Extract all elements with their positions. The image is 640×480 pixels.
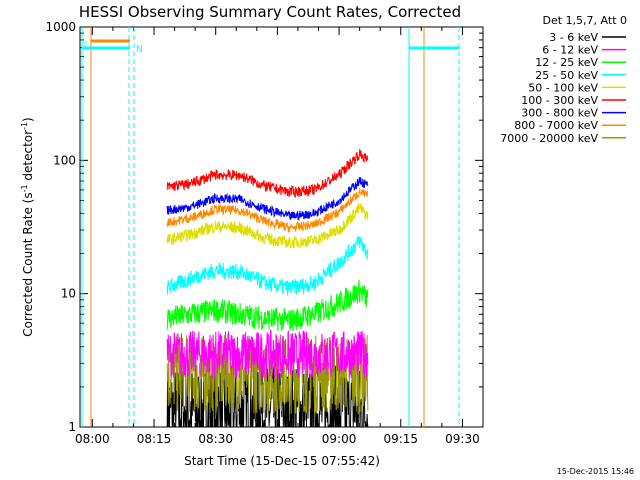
y-tick-label: 1	[68, 420, 76, 434]
series-line	[166, 329, 369, 379]
series-12-25keV	[166, 279, 369, 332]
series-300-800keV	[166, 176, 369, 222]
x-tick-label: 08:00	[75, 432, 110, 446]
x-tick-label: 08:45	[260, 432, 295, 446]
y-tick-label: 10	[61, 287, 76, 301]
legend-label: 25 - 50 keV	[535, 69, 598, 82]
series-line	[166, 176, 369, 222]
legend-label: 6 - 12 keV	[542, 44, 598, 57]
legend-label: 100 - 300 keV	[521, 94, 598, 107]
time-markers: N c	[81, 27, 460, 427]
y-tick-label: 1000	[45, 20, 76, 34]
legend-label: 50 - 100 keV	[528, 81, 598, 94]
series-line	[166, 235, 369, 296]
legend-label: 800 - 7000 keV	[514, 119, 598, 132]
annotation-n: N	[136, 45, 143, 55]
annotation-c: c	[83, 39, 87, 48]
legend-label: 7000 - 20000 keV	[500, 132, 598, 145]
chart-title: HESSI Observing Summary Count Rates, Cor…	[79, 3, 461, 21]
series-100-300keV	[166, 148, 369, 199]
series-50-100keV	[166, 202, 369, 249]
series-25-50keV	[166, 235, 369, 296]
legend-title: Det 1,5,7, Att 0	[543, 14, 627, 27]
legend-label: 12 - 25 keV	[535, 56, 598, 69]
series-line	[166, 148, 369, 199]
x-tick-label: 08:15	[137, 432, 172, 446]
x-tick-label: 09:30	[445, 432, 480, 446]
x-axis-label: Start Time (15-Dec-15 07:55:42)	[184, 454, 380, 468]
plot-frame	[79, 26, 484, 428]
series-line	[166, 279, 369, 332]
series-800-7000keV	[166, 187, 369, 233]
series-line	[166, 202, 369, 249]
x-tick-label: 09:00	[322, 432, 357, 446]
timestamp: 15-Dec-2015 15:46	[557, 467, 634, 476]
y-axis: 1 10 100 1000	[45, 20, 483, 434]
x-tick-label: 08:30	[198, 432, 233, 446]
y-tick-label: 100	[53, 153, 76, 167]
x-tick-label: 09:15	[383, 432, 418, 446]
series-layer	[166, 148, 369, 429]
x-axis: 08:00 08:15 08:30 08:45 09:00 09:15 09:30	[75, 27, 484, 446]
y-axis-label: Corrected Count Rate (s-1 detector-1)	[20, 117, 35, 336]
series-6-12keV	[166, 329, 369, 379]
legend-label: 3 - 6 keV	[549, 31, 598, 44]
series-line	[166, 187, 369, 233]
legend-label: 300 - 800 keV	[521, 107, 598, 120]
